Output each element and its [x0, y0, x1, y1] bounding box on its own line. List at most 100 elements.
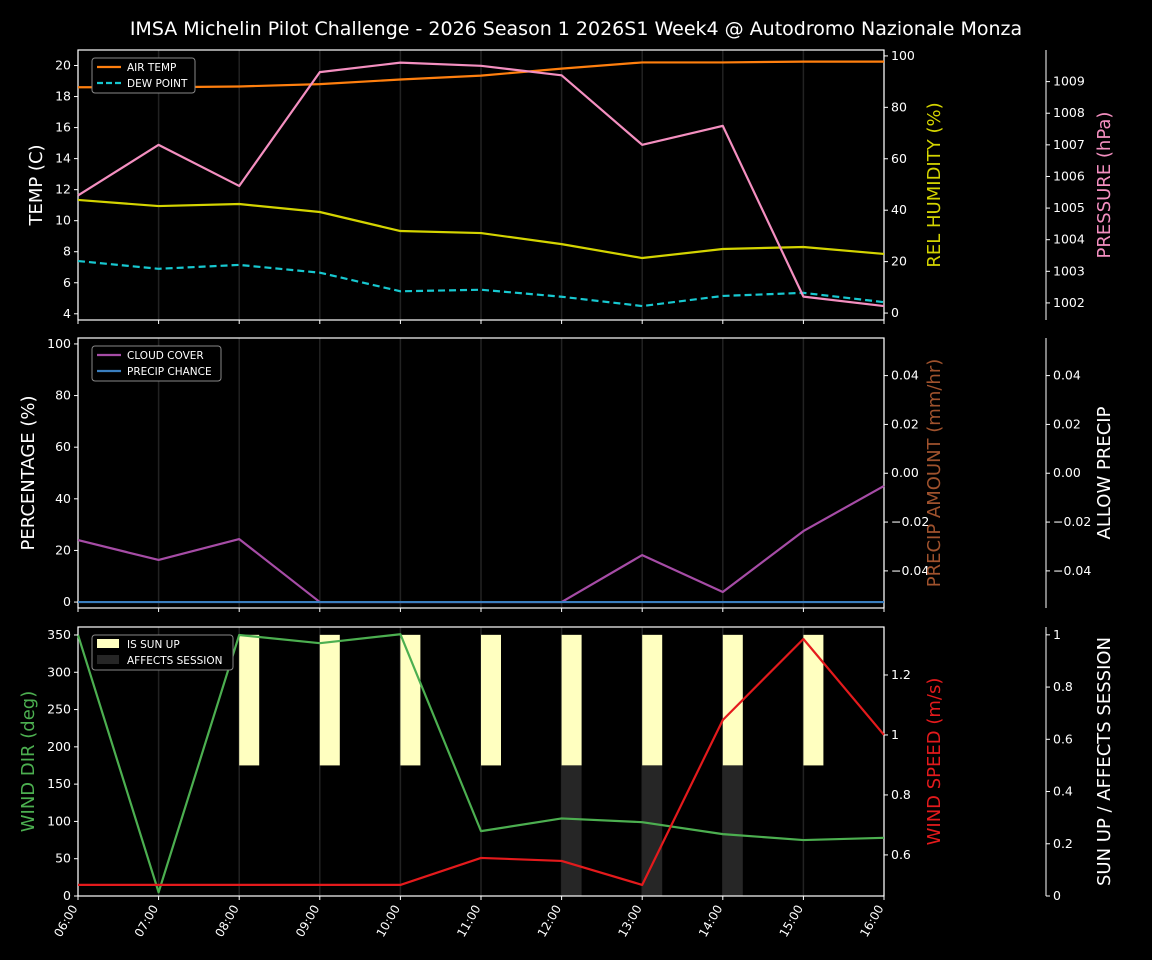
tick-label: 80 — [891, 99, 907, 114]
legend-box — [91, 634, 234, 671]
tick-label: 40 — [891, 202, 907, 217]
tick-label: 40 — [55, 491, 71, 506]
panel-2: 0 20 40 60 80 100 PERCENTAGE (%) −0.04 −0.02 0.00… — [18, 336, 1115, 612]
legend-swatch — [97, 639, 119, 648]
tick-label: −0.04 — [1053, 563, 1091, 578]
tick-label: 80 — [55, 388, 71, 403]
x-tick-label: 08:00 — [212, 903, 241, 940]
tick-label: 0.00 — [1053, 465, 1081, 480]
tick-label: −0.02 — [1053, 514, 1091, 529]
tick-label: −0.04 — [891, 563, 929, 578]
tick-label: 1006 — [1053, 168, 1085, 183]
tick-label: 60 — [55, 439, 71, 454]
legend: AIR TEMP DEW POINT — [91, 57, 196, 94]
tick-label: 18 — [55, 89, 71, 104]
tick-label: 0.6 — [1053, 731, 1073, 746]
bar-is-sun-up — [803, 634, 824, 766]
legend-label: PRECIP CHANCE — [127, 366, 212, 378]
x-tick-label: 15:00 — [777, 903, 806, 940]
bar-is-sun-up — [561, 634, 582, 766]
axis-label-right: REL HUMIDITY (%) — [924, 102, 945, 267]
legend-box — [91, 345, 222, 382]
tick-label: 20 — [55, 542, 71, 557]
x-tick-label: 12:00 — [535, 903, 564, 940]
legend-label: AIR TEMP — [127, 62, 176, 74]
bar-affects-session — [722, 765, 743, 896]
legend: IS SUN UP AFFECTS SESSION — [91, 634, 234, 671]
legend-label: CLOUD COVER — [127, 350, 204, 362]
tick-label: 0.8 — [891, 787, 911, 802]
x-tick-label: 11:00 — [454, 903, 483, 940]
tick-label: 8 — [63, 244, 71, 259]
legend-label: AFFECTS SESSION — [127, 655, 223, 667]
tick-label: 0.04 — [891, 368, 919, 383]
tick-label: 20 — [55, 58, 71, 73]
tick-label: 1.2 — [891, 667, 911, 682]
legend: CLOUD COVER PRECIP CHANCE — [91, 345, 222, 382]
tick-label: 0.04 — [1053, 368, 1081, 383]
tick-label: 0.6 — [891, 847, 911, 862]
tick-label: −0.02 — [891, 514, 929, 529]
tick-label: 100 — [47, 813, 71, 828]
tick-label: 1 — [1053, 627, 1061, 642]
axis-label-right2: PRESSURE (hPa) — [1094, 112, 1115, 259]
tick-label: 1007 — [1053, 137, 1085, 152]
x-tick-label: 10:00 — [374, 903, 403, 940]
tick-label: 6 — [63, 275, 71, 290]
x-tick-label: 07:00 — [132, 903, 161, 940]
chart-title: IMSA Michelin Pilot Challenge - 2026 Sea… — [130, 18, 1022, 40]
x-tick-label: 16:00 — [857, 903, 886, 940]
axis-label-left: WIND DIR (deg) — [18, 691, 39, 833]
tick-label: 0 — [1053, 888, 1061, 903]
axis-label-right: PRECIP AMOUNT (mm/hr) — [924, 359, 945, 588]
axis-label-right: WIND SPEED (m/s) — [924, 678, 945, 846]
tick-label: 1004 — [1053, 232, 1085, 247]
bar-is-sun-up — [319, 634, 340, 766]
tick-label: 60 — [891, 151, 907, 166]
x-tick-label: 13:00 — [615, 903, 644, 940]
tick-label: 350 — [47, 627, 71, 642]
bar-affects-session — [561, 765, 582, 896]
panel-1: 4 6 8 10 12 14 16 18 20 TEMP (C) 0 20 40 60 80 100 REL H… — [26, 48, 1115, 324]
tick-label: 20 — [891, 254, 907, 269]
tick-label: 1003 — [1053, 263, 1085, 278]
tick-label: 100 — [47, 336, 71, 351]
legend-label: IS SUN UP — [127, 639, 180, 651]
axis-label-left: PERCENTAGE (%) — [18, 395, 39, 550]
tick-label: 0.4 — [1053, 784, 1073, 799]
x-tick-label: 09:00 — [293, 903, 322, 940]
bar-is-sun-up — [642, 634, 663, 766]
tick-label: 0.02 — [1053, 416, 1081, 431]
tick-label: 1002 — [1053, 295, 1085, 310]
bar-is-sun-up — [239, 634, 260, 766]
x-tick-label: 06:00 — [51, 903, 80, 940]
series-dew-point — [77, 259, 885, 308]
tick-label: 10 — [55, 213, 71, 228]
tick-label: 4 — [63, 306, 71, 321]
tick-label: 0 — [63, 594, 71, 609]
tick-label: 12 — [55, 182, 71, 197]
tick-label: 16 — [55, 120, 71, 135]
bar-is-sun-up — [722, 634, 743, 766]
tick-label: 1 — [891, 727, 899, 742]
tick-label: 50 — [55, 851, 71, 866]
tick-label: 0 — [891, 305, 899, 320]
tick-label: 0.8 — [1053, 679, 1073, 694]
legend-swatch — [97, 655, 119, 664]
bar-is-sun-up — [400, 634, 421, 766]
tick-label: 0.2 — [1053, 836, 1073, 851]
tick-label: 0.00 — [891, 465, 919, 480]
bar-affects-session — [642, 765, 663, 896]
tick-label: 300 — [47, 664, 71, 679]
tick-label: 250 — [47, 702, 71, 717]
tick-label: 100 — [891, 48, 915, 63]
tick-label: 1009 — [1053, 74, 1085, 89]
axis-label-right2: SUN UP / AFFECTS SESSION — [1094, 637, 1115, 886]
tick-label: 14 — [55, 151, 71, 166]
tick-label: 1008 — [1053, 105, 1085, 120]
panel-3: 0 50 100 150 200 250 300 350 WIND DIR (deg) 0.6 0.… — [18, 626, 1115, 940]
x-tick-label: 14:00 — [696, 903, 725, 940]
tick-label: 0 — [63, 888, 71, 903]
